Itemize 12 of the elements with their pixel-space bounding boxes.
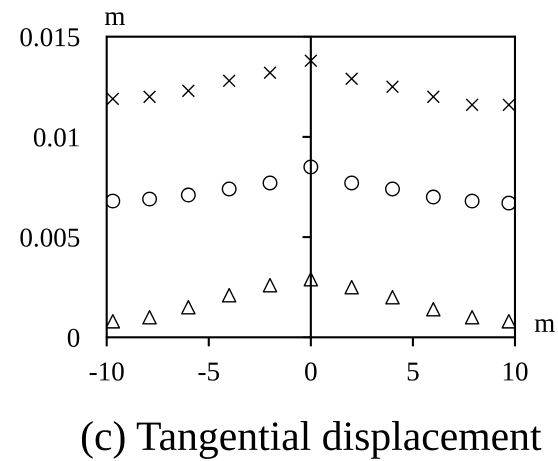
y-tick-label: 0.01: [34, 128, 79, 147]
y-tick-label: 0: [68, 328, 80, 347]
x-axis-title: m: [534, 319, 555, 332]
x-tick-label: -5: [198, 362, 219, 381]
y-axis-title: m: [104, 12, 125, 25]
x-tick-label: 0: [305, 362, 317, 381]
text: (c) Tangential displacement: [82, 421, 542, 459]
y-tick-label: 0.005: [20, 228, 80, 247]
x-tick-label: 5: [408, 362, 419, 381]
x-tick-label: -10: [90, 362, 124, 381]
y-tick-label: 0.015: [20, 28, 80, 46]
x-tick-label: 10: [504, 362, 528, 381]
